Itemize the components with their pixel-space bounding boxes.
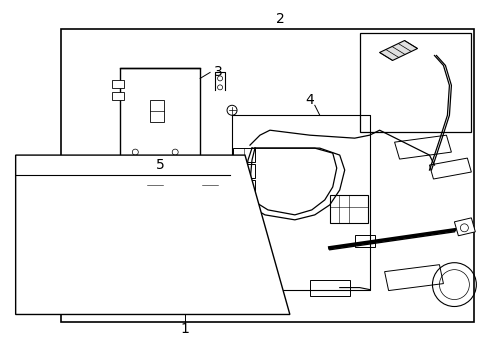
- Bar: [112, 92, 124, 100]
- Bar: [233, 215, 251, 227]
- Bar: [147, 158, 163, 170]
- Bar: [19, 261, 25, 269]
- Bar: [112, 80, 124, 88]
- Polygon shape: [16, 155, 290, 315]
- Bar: [64, 251, 70, 259]
- Polygon shape: [429, 158, 471, 179]
- Bar: [56, 221, 63, 229]
- Bar: [64, 206, 70, 214]
- Bar: [101, 251, 107, 259]
- Bar: [355, 235, 375, 247]
- Bar: [112, 178, 144, 194]
- Text: 1: 1: [181, 323, 190, 337]
- Bar: [360, 32, 471, 132]
- Bar: [233, 148, 255, 162]
- Text: 3: 3: [214, 66, 222, 80]
- Polygon shape: [394, 135, 451, 159]
- Bar: [150, 100, 164, 122]
- Bar: [121, 68, 200, 163]
- Bar: [56, 261, 63, 269]
- Bar: [233, 180, 255, 194]
- Polygon shape: [380, 41, 417, 60]
- Polygon shape: [385, 265, 443, 291]
- Text: 4: 4: [305, 93, 314, 107]
- Bar: [330, 195, 368, 223]
- Bar: [147, 179, 163, 191]
- Bar: [202, 179, 218, 191]
- Bar: [233, 164, 255, 178]
- Bar: [19, 221, 25, 229]
- Bar: [101, 206, 107, 214]
- Bar: [197, 158, 213, 170]
- Polygon shape: [454, 218, 475, 236]
- Text: 2: 2: [275, 12, 284, 26]
- Bar: [310, 280, 350, 296]
- Bar: [233, 200, 251, 212]
- Bar: [87, 158, 103, 170]
- Bar: [61, 28, 474, 323]
- Text: 5: 5: [156, 158, 165, 172]
